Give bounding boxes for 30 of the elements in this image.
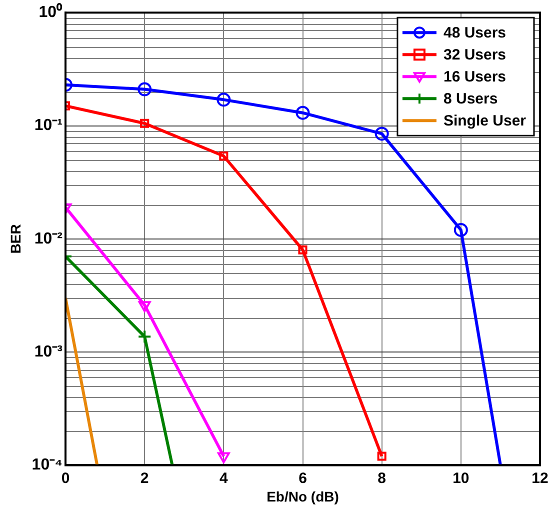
x-tick-label: 12 [532,470,548,487]
legend-label: Single User [443,112,526,130]
point [216,92,231,107]
legend-label: 48 Users [443,24,506,42]
point [138,301,151,312]
x-tick-label: 4 [220,470,228,487]
legend-label: 32 Users [443,46,506,64]
point [296,106,310,120]
point [374,126,389,141]
y-tick-label: 10⁻⁴ [32,456,63,474]
y-tick-label: 10⁻² [34,230,63,248]
x-tick-label: 2 [140,470,149,487]
x-axis-title: Eb/No (dB) [266,488,339,504]
legend-label: 16 Users [443,68,506,86]
point [219,151,228,161]
point [298,245,308,254]
x-tick-label: 0 [61,470,70,487]
y-tick-label: 10⁻¹ [34,117,63,134]
x-tick-label: 10 [452,470,470,487]
legend-label: 8 Users [443,90,498,108]
point [454,222,468,237]
point [217,452,230,464]
point [140,118,150,128]
point [377,452,386,461]
x-tick-label: 6 [298,470,307,487]
y-tick-label: 10⁰ [38,3,63,22]
point [138,82,152,96]
x-tick-label: 8 [378,470,386,487]
y-axis-title: BER [7,224,24,254]
y-tick-label: 10⁻³ [34,343,63,360]
